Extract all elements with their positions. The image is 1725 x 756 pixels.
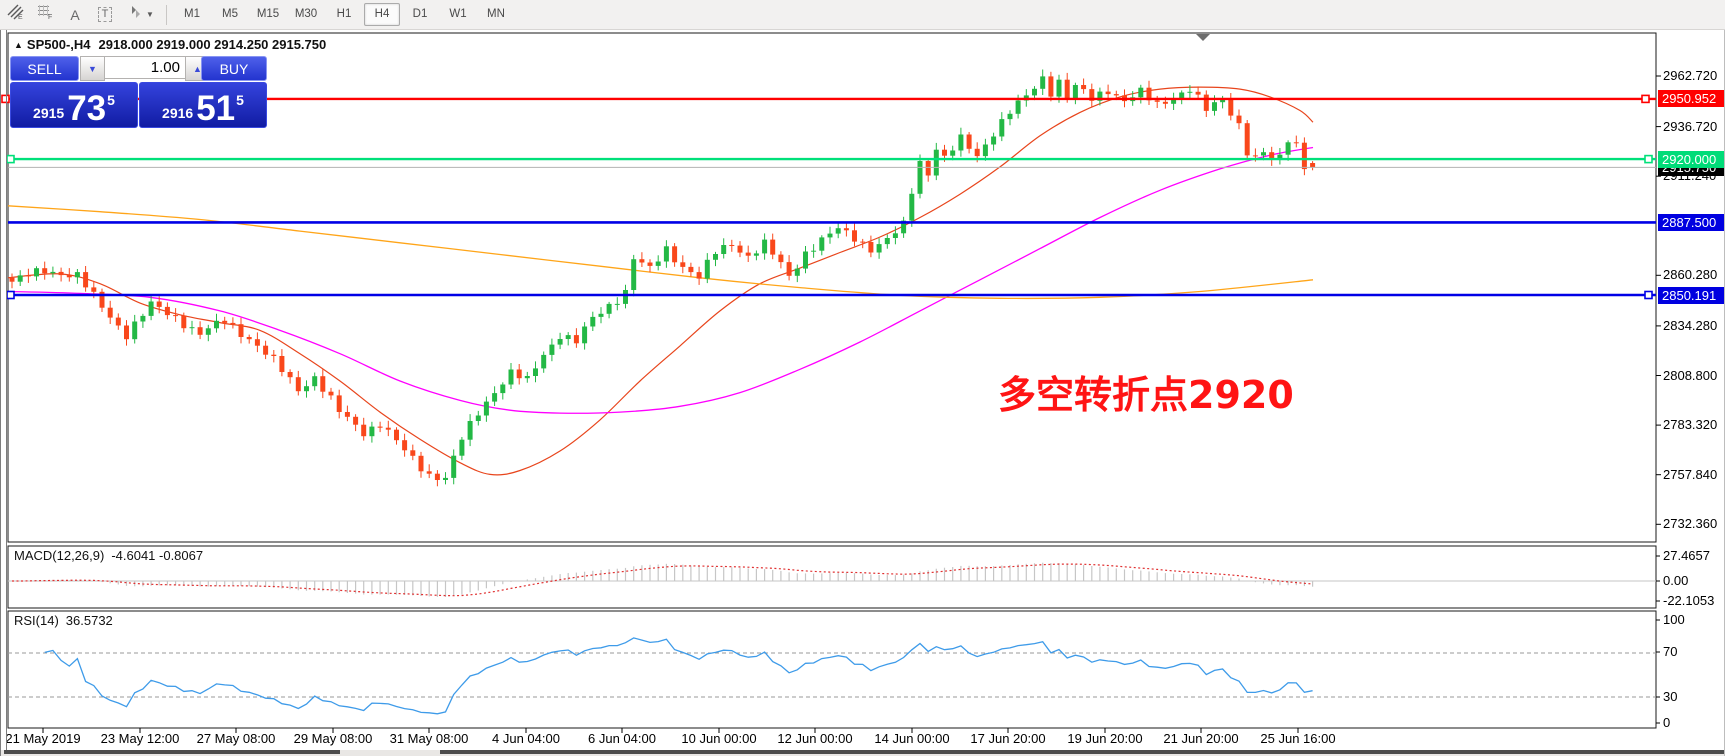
time-axis-label: 21 May 2019 [5, 731, 81, 746]
price-tick-label: 2808.800 [1663, 367, 1718, 383]
price-tick-label: 2757.840 [1663, 466, 1718, 482]
timeframe-toolbar: M1 M5 M15 M30 H1 H4 D1 W1 MN [173, 3, 515, 26]
arrows-tool-button[interactable]: ▼ [121, 2, 161, 28]
svg-text:F: F [48, 14, 52, 20]
price-tick-label: 2834.280 [1663, 317, 1718, 333]
time-axis-label: 31 May 08:00 [389, 731, 469, 746]
indicators-tool-button[interactable]: E [1, 2, 29, 28]
chart-title: ▲ SP500-,H4 2918.000 2919.000 2914.250 291… [14, 37, 326, 52]
bottom-scrollbar[interactable] [0, 750, 1725, 756]
timeframe-button-m30[interactable]: M30 [294, 8, 318, 20]
label-t-icon: T [97, 7, 113, 22]
grid-tool-button[interactable]: F [31, 2, 59, 28]
sell-price-big: 73 [67, 88, 107, 128]
indicator-axis-label: 27.4657 [1663, 548, 1710, 563]
window-border-left-inner [6, 30, 7, 750]
macd-header: MACD(12,26,9) -4.6041 -0.8067 [14, 548, 203, 563]
svg-text:E: E [18, 14, 23, 20]
indicator-axis-label: 100 [1663, 612, 1685, 627]
sell-button[interactable]: SELL [10, 56, 79, 81]
time-axis-label: 19 Jun 20:00 [1067, 731, 1143, 746]
time-axis-label: 4 Jun 04:00 [492, 731, 560, 746]
timeframe-button-d1[interactable]: D1 [412, 8, 428, 20]
sell-price-sup: 5 [107, 92, 115, 108]
scrollbar-segment [4, 750, 340, 754]
time-axis-label: 25 Jun 16:00 [1260, 731, 1336, 746]
timeframe-button-m15[interactable]: M15 [256, 8, 280, 20]
ohlc-values: 2918.000 2919.000 2914.250 2915.750 [98, 37, 327, 52]
time-axis-label: 21 Jun 20:00 [1163, 731, 1239, 746]
volume-stepper: ▼ ▲ [80, 56, 210, 81]
rsi-label: RSI(14) [14, 613, 59, 628]
price-badge: 2850.191 [1658, 286, 1725, 304]
time-axis-label: 12 Jun 00:00 [777, 731, 853, 746]
price-tick-label: 2936.720 [1663, 118, 1718, 134]
time-axis-label: 27 May 08:00 [196, 731, 276, 746]
timeframe-button-m1[interactable]: M1 [184, 8, 200, 20]
volume-decrease-button[interactable]: ▼ [80, 56, 105, 81]
indicator-axis-label: -22.1053 [1663, 593, 1715, 608]
toolbar-separator [166, 4, 167, 25]
time-axis-label: 14 Jun 00:00 [874, 731, 950, 746]
one-click-trading-panel: SELL ▼ ▲ BUY 2915 73 5 2916 51 5 [10, 56, 267, 128]
buy-price-small: 2916 [162, 105, 194, 121]
chart-shift-marker [1196, 34, 1210, 41]
letter-a-icon: A [70, 6, 80, 23]
chevron-down-icon: ▼ [146, 10, 154, 19]
window-border-left-outer [0, 30, 1, 756]
price-badge: 2920.000 [1658, 150, 1725, 168]
buy-price-sup: 5 [236, 92, 244, 108]
timeframe-button-m5[interactable]: M5 [222, 8, 238, 20]
timeframe-button-h4[interactable]: H4 [364, 3, 400, 26]
text-label-tool-button[interactable]: T [91, 2, 119, 28]
indicator-axis-label: 70 [1663, 644, 1678, 659]
toolbar: E F A T ▼ M1 M5 M15 M30 H1 H4 D1 W1 MN [0, 0, 1725, 30]
indicator-axis-label: 0.00 [1663, 573, 1689, 588]
rsi-header: RSI(14) 36.5732 [14, 613, 113, 628]
price-tick-label: 2860.280 [1663, 267, 1718, 283]
price-tick-label: 2783.320 [1663, 417, 1718, 433]
volume-input[interactable] [105, 56, 185, 79]
sell-price-small: 2915 [33, 105, 65, 121]
rsi-value: 36.5732 [65, 613, 113, 628]
sell-price-box[interactable]: 2915 73 5 [10, 82, 138, 128]
buy-button[interactable]: BUY [201, 56, 267, 81]
price-tick-label: 2962.720 [1663, 68, 1718, 83]
time-axis-label: 23 May 12:00 [100, 731, 180, 746]
time-axis-label: 29 May 08:00 [293, 731, 373, 746]
annotation-text: 多空转折点2920 [998, 373, 1294, 417]
price-tick-label: 2732.360 [1663, 516, 1718, 532]
macd-label: MACD(12,26,9) [14, 548, 105, 563]
price-badge: 2887.500 [1658, 213, 1725, 231]
time-axis-label: 6 Jun 04:00 [588, 731, 656, 746]
indicator-axis-label: 0 [1663, 715, 1671, 730]
indicator-axis-label: 30 [1663, 689, 1678, 704]
symbol-period-label: SP500-,H4 [26, 37, 91, 52]
timeframe-button-h1[interactable]: H1 [336, 8, 352, 20]
buy-price-big: 51 [196, 88, 236, 128]
grid-icon: F [37, 4, 54, 25]
macd-values: -4.6041 -0.8067 [111, 548, 204, 563]
scrollbar-segment [440, 750, 1725, 754]
timeframe-button-mn[interactable]: MN [487, 8, 505, 20]
shapes-icon [128, 5, 144, 24]
buy-price-box[interactable]: 2916 51 5 [139, 82, 267, 128]
indicators-icon: E [7, 4, 24, 25]
time-axis-label: 17 Jun 20:00 [970, 731, 1046, 746]
symbol-arrow-icon: ▲ [14, 40, 23, 50]
text-tool-button[interactable]: A [61, 2, 89, 28]
timeframe-button-w1[interactable]: W1 [449, 8, 467, 20]
time-axis-label: 10 Jun 00:00 [681, 731, 757, 746]
price-badge: 2950.952 [1658, 90, 1725, 108]
